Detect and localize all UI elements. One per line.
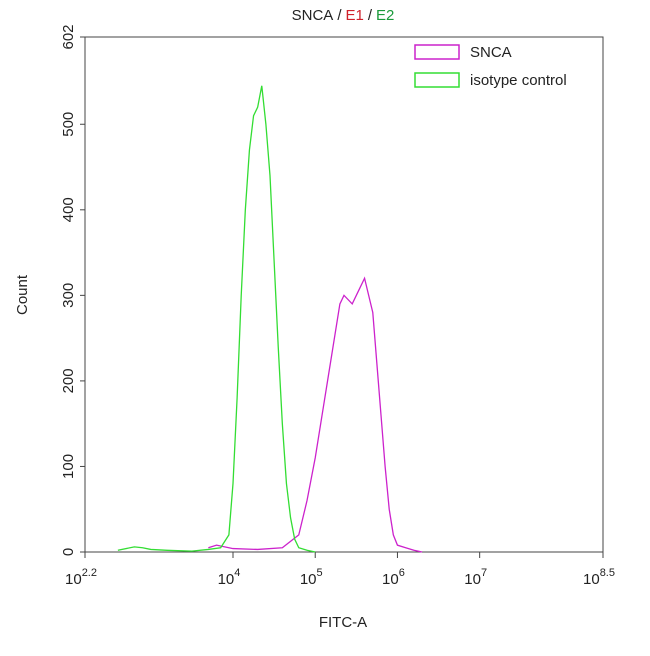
title-part: E1 [345,7,363,24]
x-tick-exponent: 7 [481,567,487,579]
y-tick-label: 100 [60,454,77,479]
x-tick-label: 108.5 [583,567,615,588]
y-tick-label: 0 [60,548,77,556]
legend-label: SNCA [470,44,512,61]
x-tick-label: 104 [218,567,241,588]
plot-frame [84,36,604,553]
title-part: SNCA [292,7,334,24]
y-tick-label: 400 [60,197,77,222]
x-tick-label: 107 [464,567,487,588]
x-tick-exponent: 5 [317,567,323,579]
y-tick-label: 300 [60,283,77,308]
legend-label: isotype control [470,72,567,89]
x-tick-exponent: 8.5 [600,567,615,579]
y-tick-label: 500 [60,112,77,137]
y-tick-label: 602 [60,24,77,49]
x-axis-label: FITC-A [319,614,367,631]
x-tick-exponent: 2.2 [82,567,97,579]
x-tick-base: 10 [464,571,481,588]
y-tick-label: 200 [60,368,77,393]
x-tick-base: 10 [65,571,82,588]
x-tick-label: 102.2 [65,567,97,588]
x-tick-label: 105 [300,567,323,588]
title-part: E2 [376,7,394,24]
histogram-line [117,85,316,553]
histogram-line [208,276,423,553]
x-tick-exponent: 4 [234,567,240,579]
title-part: / [337,7,342,24]
legend-swatch [414,72,460,88]
x-tick-exponent: 6 [399,567,405,579]
y-axis-label: Count [14,274,31,315]
x-tick-base: 10 [218,571,235,588]
x-tick-base: 10 [583,571,600,588]
x-tick-label: 106 [382,567,405,588]
legend-swatch [414,44,460,60]
x-tick-base: 10 [382,571,399,588]
chart-title: SNCA / E1/E2 [292,7,395,24]
title-part: / [368,7,373,24]
x-tick-base: 10 [300,571,317,588]
